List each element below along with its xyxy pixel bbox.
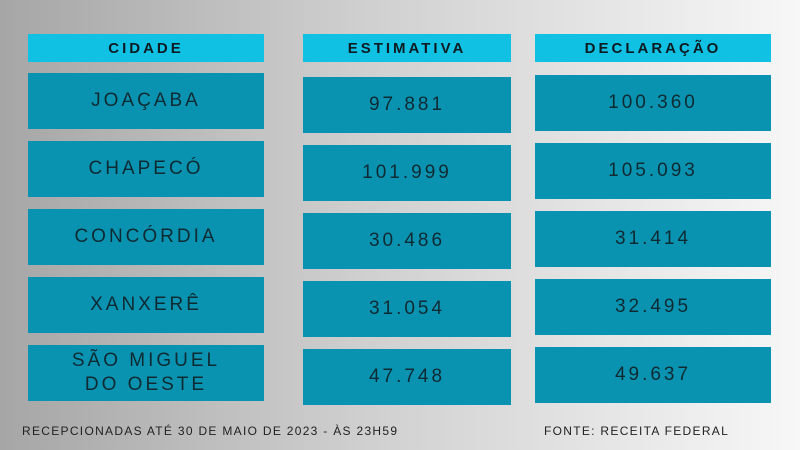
header-declaration: DECLARAÇÃO [535, 34, 771, 62]
cell-declaration: 105.093 [535, 143, 771, 199]
cell-city: CHAPECÓ [28, 141, 264, 197]
cell-estimate: 30.486 [303, 213, 511, 269]
cell-city: SÃO MIGUEL DO OESTE [28, 345, 264, 401]
cell-estimate: 97.881 [303, 77, 511, 133]
footer-note: RECEPCIONADAS ATÉ 30 DE MAIO DE 2023 - À… [22, 424, 399, 438]
cell-estimate: 31.054 [303, 281, 511, 337]
cell-city: CONCÓRDIA [28, 209, 264, 265]
cell-estimate: 47.748 [303, 349, 511, 405]
cell-estimate: 101.999 [303, 145, 511, 201]
cell-declaration: 100.360 [535, 75, 771, 131]
footer-source: FONTE: RECEITA FEDERAL [544, 424, 730, 438]
cell-city: JOAÇABA [28, 73, 264, 129]
header-city: CIDADE [28, 34, 264, 62]
header-estimate: ESTIMATIVA [303, 34, 511, 62]
cell-declaration: 31.414 [535, 211, 771, 267]
cell-city: XANXERÊ [28, 277, 264, 333]
cell-declaration: 32.495 [535, 279, 771, 335]
cell-declaration: 49.637 [535, 347, 771, 403]
